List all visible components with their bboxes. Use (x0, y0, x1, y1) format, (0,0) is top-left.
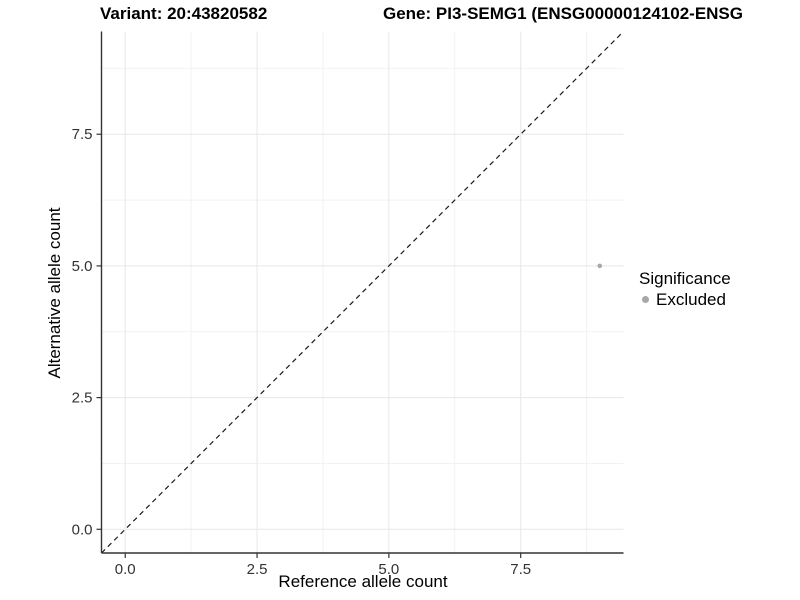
plot-title-variant: Variant: 20:43820582 (100, 4, 268, 23)
x-tick-label: 0.0 (115, 561, 136, 578)
legend-key-dot-icon (642, 296, 649, 303)
y-tick-label: 5.0 (72, 258, 93, 275)
legend-entry-label: Excluded (656, 289, 726, 309)
x-tick-label: 7.5 (510, 561, 531, 578)
x-tick-label: 5.0 (378, 561, 399, 578)
legend-title: Significance (639, 269, 731, 288)
plot-title-gene: Gene: PI3-SEMG1 (ENSG00000124102-ENSG (383, 4, 743, 23)
y-tick-label: 2.5 (72, 390, 93, 407)
x-tick-label: 2.5 (247, 561, 268, 578)
identity-dashed-line (101, 31, 624, 554)
legend: Significance Excluded (639, 268, 731, 310)
legend-entry-excluded: Excluded (639, 289, 731, 310)
y-axis-title: Alternative allele count (45, 207, 64, 379)
y-tick-label: 0.0 (72, 521, 93, 538)
y-tick-label: 7.5 (72, 126, 93, 143)
data-point (597, 263, 603, 269)
x-axis-title: Reference allele count (278, 572, 448, 591)
